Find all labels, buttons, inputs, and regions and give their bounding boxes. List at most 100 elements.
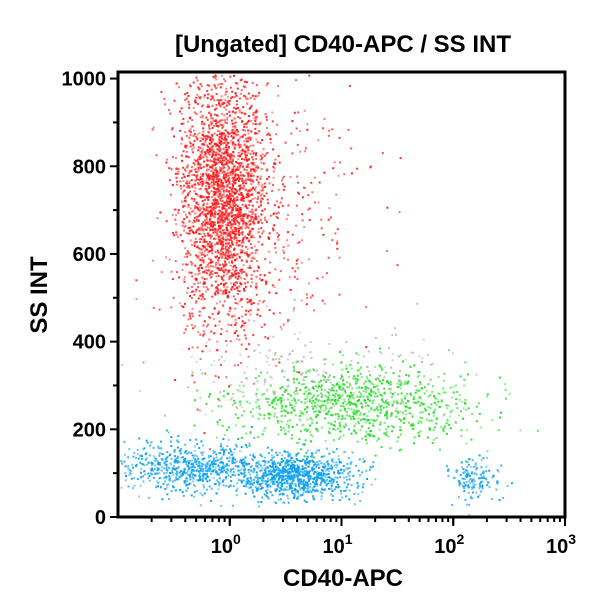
data-point bbox=[234, 92, 237, 95]
data-point bbox=[442, 427, 445, 430]
data-point bbox=[219, 214, 222, 217]
data-point bbox=[233, 252, 236, 255]
data-point bbox=[215, 78, 218, 81]
data-point bbox=[310, 417, 313, 420]
data-point bbox=[207, 206, 210, 209]
data-point bbox=[291, 489, 294, 492]
data-point bbox=[363, 382, 366, 385]
data-point bbox=[291, 426, 294, 428]
data-point bbox=[189, 439, 192, 441]
data-point bbox=[228, 100, 231, 102]
data-point bbox=[224, 212, 227, 215]
data-point bbox=[228, 132, 231, 135]
data-point bbox=[243, 174, 246, 177]
data-point bbox=[212, 465, 215, 468]
data-point bbox=[240, 219, 243, 222]
data-point bbox=[210, 113, 212, 116]
data-point bbox=[215, 107, 218, 110]
data-point bbox=[194, 99, 197, 102]
data-point bbox=[203, 298, 206, 301]
data-point bbox=[233, 122, 236, 125]
data-point bbox=[206, 181, 209, 184]
data-point bbox=[217, 180, 220, 183]
data-point bbox=[411, 415, 414, 418]
data-point bbox=[220, 141, 223, 144]
data-point bbox=[206, 223, 209, 225]
data-point bbox=[176, 180, 178, 183]
data-point bbox=[247, 480, 250, 482]
data-point bbox=[350, 418, 353, 421]
data-point bbox=[345, 489, 347, 492]
data-point bbox=[199, 178, 202, 180]
data-point bbox=[419, 411, 422, 414]
data-point bbox=[215, 93, 218, 96]
data-point bbox=[352, 411, 355, 414]
data-point bbox=[281, 488, 284, 491]
data-point bbox=[199, 110, 202, 113]
data-point bbox=[236, 196, 239, 199]
data-point bbox=[245, 309, 247, 312]
data-point bbox=[332, 389, 335, 392]
data-point bbox=[222, 447, 224, 450]
data-point bbox=[303, 109, 306, 112]
data-point bbox=[380, 398, 383, 401]
data-point bbox=[336, 247, 339, 250]
data-point bbox=[301, 411, 304, 414]
data-point bbox=[228, 244, 231, 246]
data-point bbox=[418, 395, 421, 398]
data-point bbox=[189, 260, 192, 263]
data-point bbox=[207, 187, 210, 190]
data-point bbox=[236, 190, 239, 193]
data-point bbox=[232, 202, 235, 205]
data-point bbox=[358, 474, 361, 477]
data-point bbox=[345, 486, 348, 489]
data-point bbox=[303, 428, 306, 431]
data-point bbox=[340, 418, 343, 421]
data-point bbox=[217, 121, 220, 124]
data-point bbox=[240, 162, 243, 165]
data-point bbox=[202, 470, 205, 473]
data-point bbox=[205, 272, 208, 275]
data-point bbox=[504, 388, 507, 391]
data-point bbox=[228, 239, 231, 242]
data-point bbox=[199, 229, 202, 232]
data-point bbox=[182, 118, 185, 120]
data-point bbox=[274, 396, 277, 399]
data-point bbox=[301, 239, 303, 242]
data-point bbox=[235, 179, 237, 181]
data-point bbox=[173, 450, 176, 453]
data-point bbox=[232, 178, 235, 181]
data-point bbox=[369, 433, 371, 436]
data-point bbox=[264, 483, 267, 485]
data-point bbox=[323, 463, 326, 465]
data-point bbox=[186, 166, 189, 169]
data-point bbox=[304, 443, 306, 446]
data-point bbox=[229, 86, 232, 89]
data-point bbox=[373, 395, 376, 398]
data-point bbox=[195, 230, 198, 233]
data-point bbox=[160, 440, 163, 443]
data-point bbox=[361, 471, 364, 474]
data-point bbox=[235, 94, 238, 97]
data-point bbox=[206, 462, 209, 465]
data-point bbox=[311, 386, 314, 389]
data-point bbox=[311, 466, 314, 469]
data-point bbox=[291, 399, 294, 402]
data-point bbox=[234, 443, 237, 446]
data-point bbox=[260, 454, 263, 457]
data-point bbox=[195, 460, 198, 463]
data-point bbox=[179, 452, 182, 455]
data-point bbox=[232, 125, 235, 128]
data-point bbox=[339, 436, 342, 439]
data-point bbox=[350, 172, 353, 175]
data-point bbox=[222, 292, 225, 295]
data-point bbox=[287, 424, 290, 427]
data-point bbox=[193, 283, 196, 285]
data-point bbox=[208, 124, 210, 127]
data-point bbox=[264, 470, 267, 473]
data-point bbox=[341, 375, 344, 378]
data-point bbox=[205, 478, 208, 481]
data-point bbox=[274, 473, 277, 476]
data-point bbox=[205, 181, 208, 184]
data-point bbox=[288, 401, 291, 404]
